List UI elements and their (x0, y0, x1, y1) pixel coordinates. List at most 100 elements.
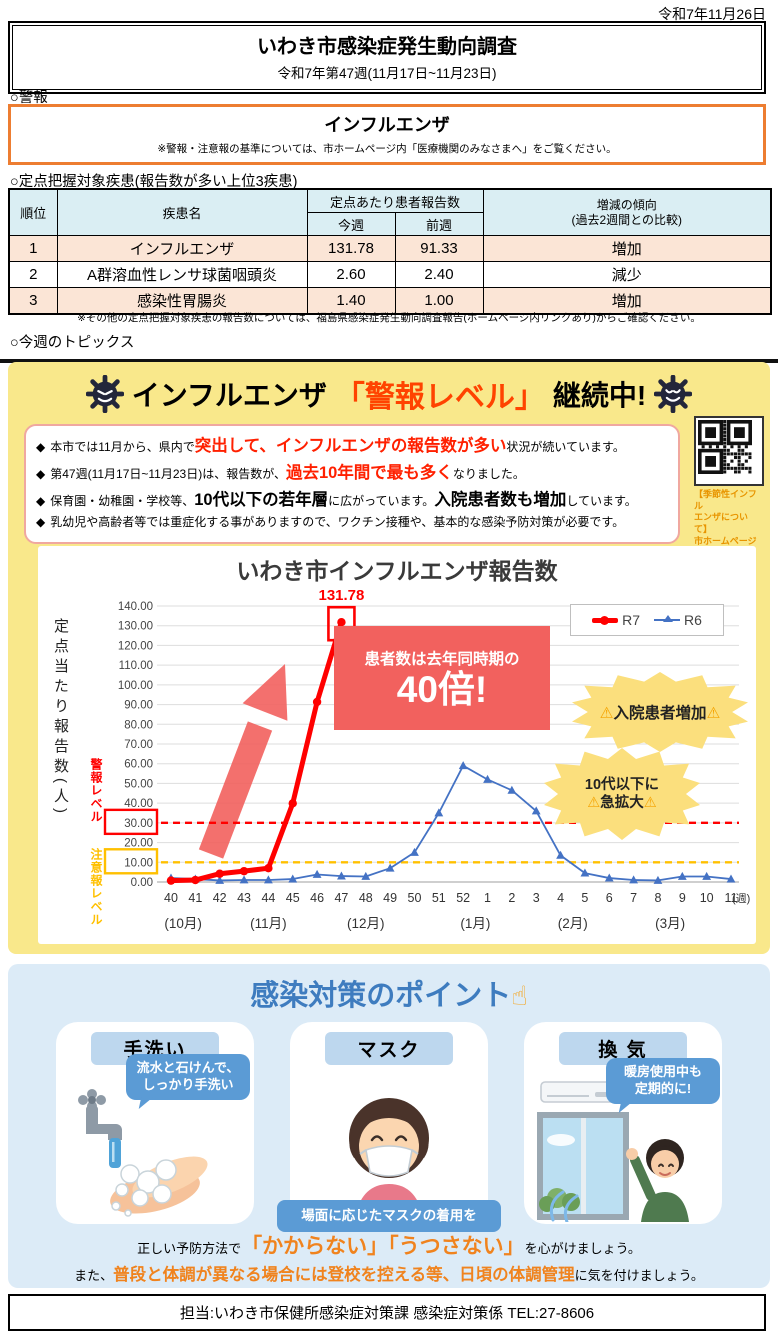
influenza-chart-card: いわき市インフルエンザ報告数 0.00 10.00 20.00 30.00 40.00 5… (38, 546, 756, 944)
prevention-cards: 手洗い 流水と石けんで、 しっかり手洗い (8, 1022, 770, 1232)
col-header-this-week: 今週 (306, 212, 396, 236)
mask-label: マスク (325, 1032, 453, 1065)
bullet-line: ◆ 第47週(11月17日~11月23日)は、報告数が、過去10年間で最も多くなり… (36, 459, 670, 486)
issue-date: 令和7年11月26日 (658, 6, 766, 22)
prevention-message-2: また、普段と体調が異なる場合には登校を控える等、日頃の体調管理に気を付けましょう… (8, 1261, 770, 1285)
prevention-message-1: 正しい予防方法で「かからない」「うつさない」を心がけましょう。 (8, 1230, 770, 1260)
message-text: を心がけましょう。 (524, 1241, 641, 1256)
warning-icon: ⚠ (599, 705, 614, 722)
ventilation-illustration (537, 1081, 689, 1222)
alert-section-label: ○警報 (10, 90, 48, 106)
svg-text:49: 49 (383, 891, 397, 905)
svg-text:7: 7 (630, 891, 637, 905)
handwash-illustration (78, 1089, 208, 1217)
bullet-line: ◆ 乳幼児や高齢者等では重症化する事がありますので、ワクチン接種や、基本的な感染予… (36, 513, 670, 540)
ranking-section-label: ○定点把握対象疾患(報告数が多い上位3疾患) (10, 174, 298, 190)
svg-text:(11月): (11月) (250, 916, 287, 931)
warning-icon: ⚠ (643, 795, 657, 811)
col-header-trend: 増減の傾向 (過去2週間との比較) (482, 188, 772, 236)
topics-box: インフルエンザ 「警報レベル」 継続中! ◆ 本市では11月から、県内で突出して、… (8, 362, 770, 954)
svg-text:9: 9 (679, 891, 686, 905)
svg-text:6: 6 (606, 891, 613, 905)
svg-text:130.00: 130.00 (118, 621, 153, 633)
qr-pattern (698, 420, 752, 474)
ventilation-card: 換 気 (524, 1022, 722, 1224)
title-box: いわき市感染症発生動向調査 令和7年第47週(11月17日~11月23日) (8, 21, 766, 94)
callout-line2: 40倍! (396, 668, 488, 710)
handwash-card: 手洗い 流水と石けんで、 しっかり手洗い (56, 1022, 254, 1224)
svg-text:43: 43 (237, 891, 251, 905)
mask-illustration (349, 1098, 429, 1222)
bullet-text: 保育園・幼稚園・学校等、 (50, 494, 195, 508)
topics-section-label: ○今週のトピックス (0, 331, 778, 363)
virus-icon (85, 375, 124, 413)
bullet-marker: ◆ (36, 515, 46, 529)
legend-entry-r7: R7 (592, 612, 640, 628)
page-title: いわき市感染症発生動向調査 (257, 36, 517, 58)
mask-card: マスク 場面に応じたマスクの着用を (277, 1022, 501, 1232)
svg-text:42: 42 (213, 891, 227, 905)
svg-text:52: 52 (456, 891, 470, 905)
bullet-emphasis: 過去10年間で最も多く (285, 464, 453, 482)
svg-text:110.00: 110.00 (119, 660, 153, 672)
disease-ranking-table: 順位 疾患名 定点あたり患者報告数 増減の傾向 (過去2週間との比較) 今週 前… (8, 188, 773, 315)
bullet-text: に広がっています。 (328, 494, 435, 508)
chart-title: いわき市インフルエンザ報告数 (236, 558, 558, 584)
bullet-text: 乳幼児や高齢者等では重症化する事がありますので、ワクチン接種や、基本的な感染予防… (50, 515, 625, 529)
col-header-disease: 疾患名 (56, 188, 308, 236)
alert-note: ※警報・注意報の基準については、市ホームページ内「医療機関のみなさまへ」をご覧く… (157, 143, 617, 155)
col-header-rank: 順位 (8, 188, 58, 236)
topic-title-post: 継続中! (552, 380, 647, 411)
qr-block: 【季節性インフル エンザについて】 市ホームページ (694, 416, 764, 547)
bullet-emphasis: 突出して、インフルエンザの報告数が多い (194, 437, 507, 455)
cell-trend: 減少 (482, 261, 772, 288)
svg-text:0.00: 0.00 (131, 877, 153, 889)
topic-title-em: 「警報レベル」 (334, 381, 545, 414)
ratio-callout: 患者数は去年同時期の 40倍! (334, 626, 550, 730)
table-row: 3 感染性胃腸炎 1.40 1.00 増加 (8, 287, 772, 315)
svg-text:50: 50 (408, 891, 422, 905)
bullet-line: ◆ 本市では11月から、県内で突出して、インフルエンザの報告数が多い状況が続いてい… (36, 432, 670, 459)
bullet-text: 状況が続いています。 (506, 440, 625, 454)
topic-title-pre: インフルエンザ (131, 380, 327, 411)
svg-text:100.00: 100.00 (118, 680, 153, 692)
svg-text:40: 40 (164, 891, 178, 905)
cell-last-week: 1.00 (394, 287, 484, 315)
bullet-emphasis: 10代以下の若年層 (194, 491, 329, 509)
bullet-marker: ◆ (36, 494, 46, 508)
r6-line-marker-icon (654, 615, 680, 622)
table-footnote: ※その他の定点把握対象疾患の報告数については、福島県感染症発生動向調査報告(ホー… (77, 312, 701, 324)
col-header-last-week: 前週 (394, 212, 484, 236)
svg-text:8: 8 (654, 891, 661, 905)
page-subtitle: 令和7年第47週(11月17日~11月23日) (277, 66, 497, 81)
svg-text:44: 44 (261, 891, 275, 905)
svg-text:41: 41 (188, 891, 202, 905)
svg-text:48: 48 (359, 891, 373, 905)
message-emphasis: 「かからない」「うつさない」 (241, 1235, 525, 1258)
svg-text:3: 3 (533, 891, 540, 905)
influenza-line-chart: 0.00 10.00 20.00 30.00 40.00 50.00 60.00 70.00 8… (103, 587, 750, 931)
bullet-text: 第47週(11月17日~11月23日)は、報告数が、 (50, 467, 286, 481)
svg-text:131.78: 131.78 (318, 587, 364, 604)
message-text: 正しい予防方法で (137, 1241, 242, 1256)
svg-text:4: 4 (557, 891, 564, 905)
svg-text:5: 5 (581, 891, 588, 905)
cell-trend: 増加 (482, 287, 772, 315)
bullet-text: 本市では11月から、県内で (50, 440, 195, 454)
bullet-line: ◆ 保育園・幼稚園・学校等、10代以下の若年層に広がっています。入院患者数も増加し… (36, 486, 670, 513)
bullet-marker: ◆ (36, 467, 46, 481)
alert-box: インフルエンザ ※警報・注意報の基準については、市ホームページ内「医療機関のみな… (8, 104, 766, 165)
legend-label: R6 (684, 612, 702, 628)
svg-text:45: 45 (286, 891, 300, 905)
starburst-text: 10代以下に (584, 776, 660, 793)
contact-footer: 担当:いわき市保健所感染症対策課 感染症対策係 TEL:27-8606 (8, 1294, 766, 1331)
svg-text:60.00: 60.00 (124, 759, 153, 771)
starburst-text: 入院患者増加 (613, 705, 707, 722)
svg-text:30.00: 30.00 (124, 818, 153, 830)
svg-text:70.00: 70.00 (124, 739, 153, 751)
qr-caption: 【季節性インフル エンザについて】 市ホームページ (694, 489, 757, 546)
svg-text:2: 2 (508, 891, 515, 905)
svg-text:(12月): (12月) (347, 916, 385, 931)
bullet-emphasis: 入院患者数も増加 (434, 491, 567, 509)
